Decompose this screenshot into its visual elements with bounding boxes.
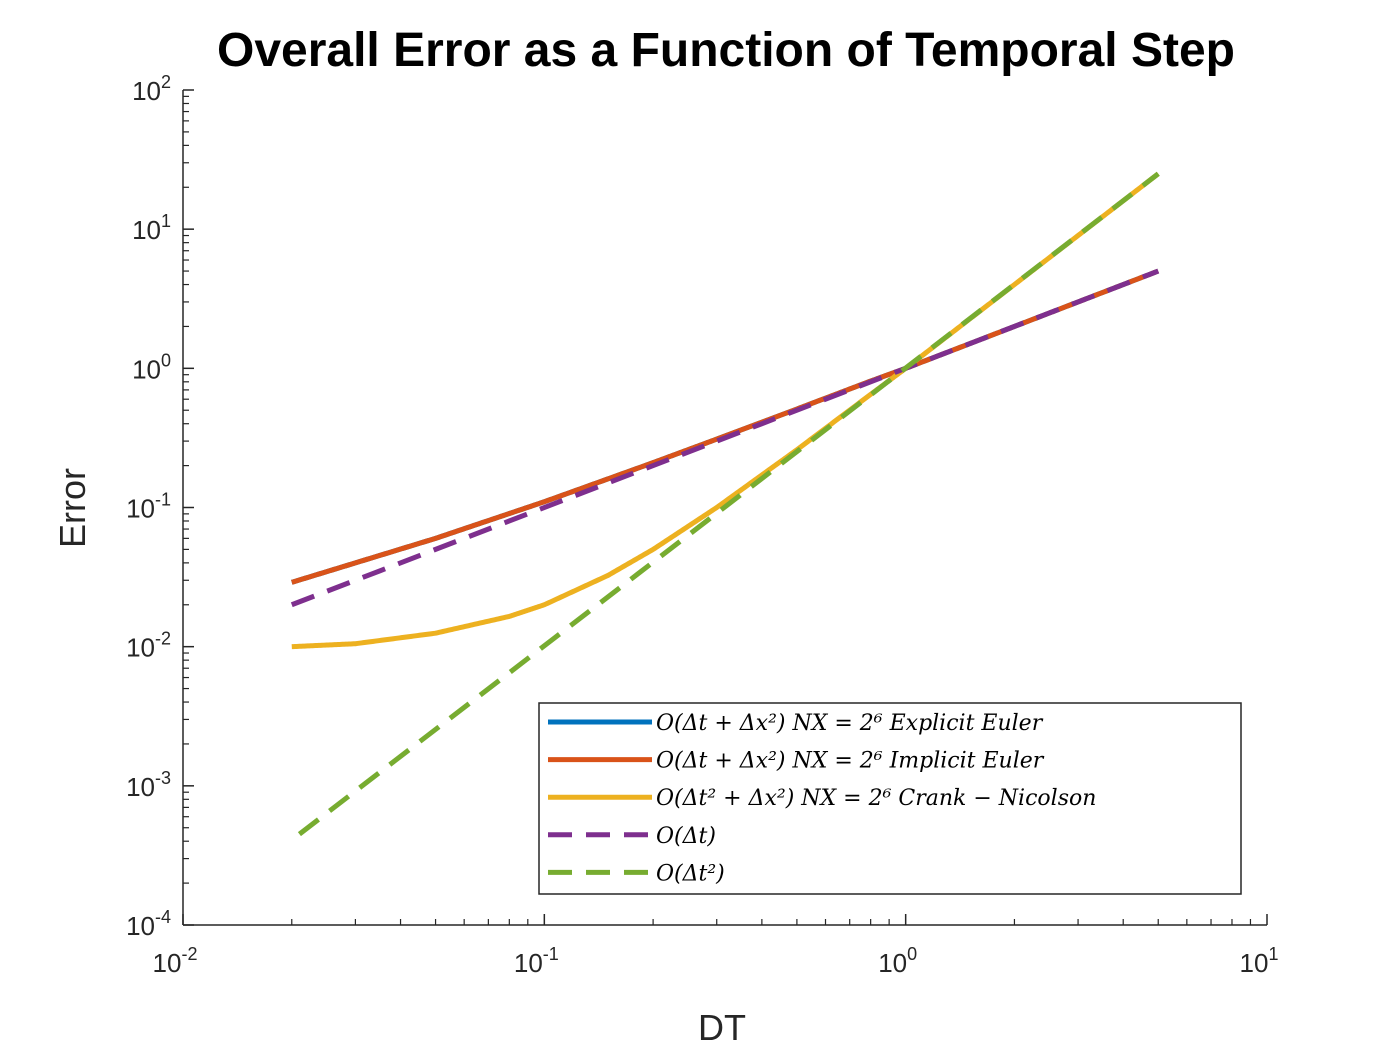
x-axis-label: DT (698, 1007, 746, 1048)
series-line-2 (290, 268, 1160, 585)
legend-label-4: O(Δt) (656, 824, 716, 849)
y-tick-label: 10-1 (126, 490, 171, 524)
legend-label-1: O(Δt + Δx²) NX = 2⁶ Explicit Euler (656, 711, 1044, 736)
y-tick-label: 10-4 (126, 907, 171, 941)
chart-title: Overall Error as a Function of Temporal … (217, 24, 1235, 77)
series-lines (290, 171, 1160, 837)
series-line-4 (290, 268, 1160, 608)
legend-label-2: O(Δt + Δx²) NX = 2⁶ Implicit Euler (656, 749, 1045, 774)
x-tick-label: 10-1 (514, 944, 559, 978)
y-tick-label: 100 (132, 350, 171, 384)
x-tick-label: 100 (878, 944, 917, 978)
legend: O(Δt + Δx²) NX = 2⁶ Explicit Euler O(Δt +… (538, 702, 1242, 895)
y-tick-label: 10-2 (126, 629, 171, 663)
x-tick-label: 10-2 (153, 944, 198, 978)
y-tick-label: 101 (132, 211, 171, 245)
legend-label-3: O(Δt² + Δx²) NX = 2⁶ Crank − Nicolson (656, 786, 1096, 811)
series-line-1 (290, 268, 1160, 585)
x-tick-label: 101 (1240, 944, 1279, 978)
y-tick-label: 10-3 (126, 768, 171, 802)
legend-box (538, 702, 1242, 895)
legend-label-5: O(Δt²) (656, 861, 725, 886)
axes: 10-2 10-1 100 101 10-4 10-3 10-2 10-1 100 101 102 (126, 72, 1278, 978)
series-line-5 (297, 171, 1160, 837)
y-tick-label: 102 (132, 72, 171, 106)
series-line-3 (290, 171, 1160, 650)
y-axis-label: Error (52, 468, 93, 548)
